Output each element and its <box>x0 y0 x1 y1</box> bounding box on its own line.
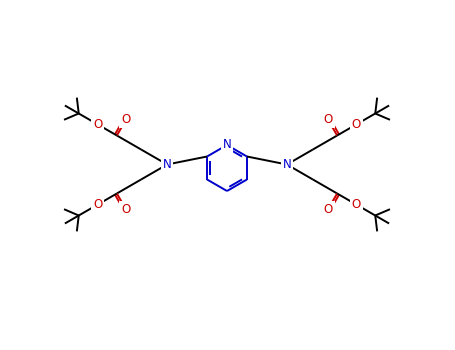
Text: O: O <box>121 113 131 126</box>
Text: O: O <box>352 118 361 131</box>
Text: O: O <box>324 113 333 126</box>
Text: O: O <box>93 118 102 131</box>
Text: N: N <box>283 158 291 171</box>
Text: O: O <box>93 198 102 211</box>
Text: N: N <box>163 158 172 171</box>
Text: O: O <box>324 203 333 216</box>
Text: N: N <box>222 139 232 152</box>
Text: O: O <box>121 203 131 216</box>
Text: O: O <box>352 198 361 211</box>
